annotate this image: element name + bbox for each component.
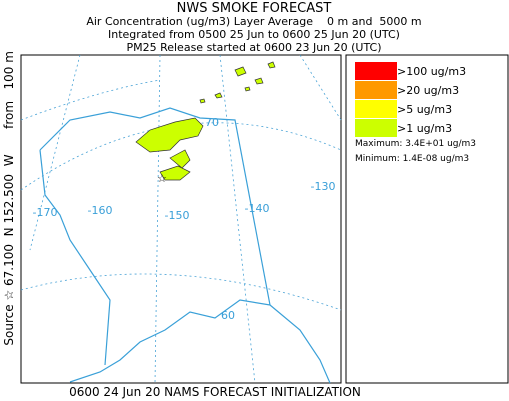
graticule-label: 60 <box>221 309 235 322</box>
legend: >100 ug/m3 >20 ug/m3 >5 ug/m3 >1 ug/m3 <box>355 62 466 137</box>
graticule-label: -130 <box>311 180 336 193</box>
smoke-plume <box>159 149 191 181</box>
graticule-label: -160 <box>88 204 113 217</box>
smoke-patch <box>199 61 276 104</box>
graticule-label: -140 <box>245 202 270 215</box>
source-label: Source ☆ 67.100 N 152.500 W <box>2 154 16 345</box>
legend-label: >20 ug/m3 <box>397 84 459 97</box>
graticule-label: -150 <box>165 209 190 222</box>
footer: 0600 24 Jun 20 NAMS FORECAST INITIALIZAT… <box>69 385 361 399</box>
subtitle: PM25 Release started at 0600 23 Jun 20 (… <box>126 41 381 54</box>
legend-label: >5 ug/m3 <box>397 103 452 116</box>
height-label: from 100 m <box>2 51 16 129</box>
graticule-label: 70 <box>205 116 219 129</box>
coastline <box>39 107 331 384</box>
graticule-label: -170 <box>33 206 58 219</box>
legend-swatch <box>355 62 397 80</box>
legend-swatch <box>355 100 397 118</box>
legend-label: >1 ug/m3 <box>397 122 452 135</box>
map-frame <box>20 54 342 384</box>
legend-swatch <box>355 81 397 99</box>
source-marker: ☆ <box>157 172 167 185</box>
legend-minimum: Minimum: 1.4E-08 ug/m3 <box>355 154 469 164</box>
subtitle: Integrated from 0500 25 Jun to 0600 25 J… <box>108 28 400 41</box>
legend-maximum: Maximum: 3.4E+01 ug/m3 <box>355 139 476 149</box>
smoke-plume <box>135 117 204 153</box>
legend-label: >100 ug/m3 <box>397 65 466 78</box>
subtitle: Air Concentration (ug/m3) Layer Average … <box>86 15 421 28</box>
legend-swatch <box>355 119 397 137</box>
map: -170 -160 -150 -140 -130 70 60 ☆ <box>20 54 342 384</box>
graticule <box>20 54 342 384</box>
title: NWS SMOKE FORECAST <box>177 1 332 16</box>
